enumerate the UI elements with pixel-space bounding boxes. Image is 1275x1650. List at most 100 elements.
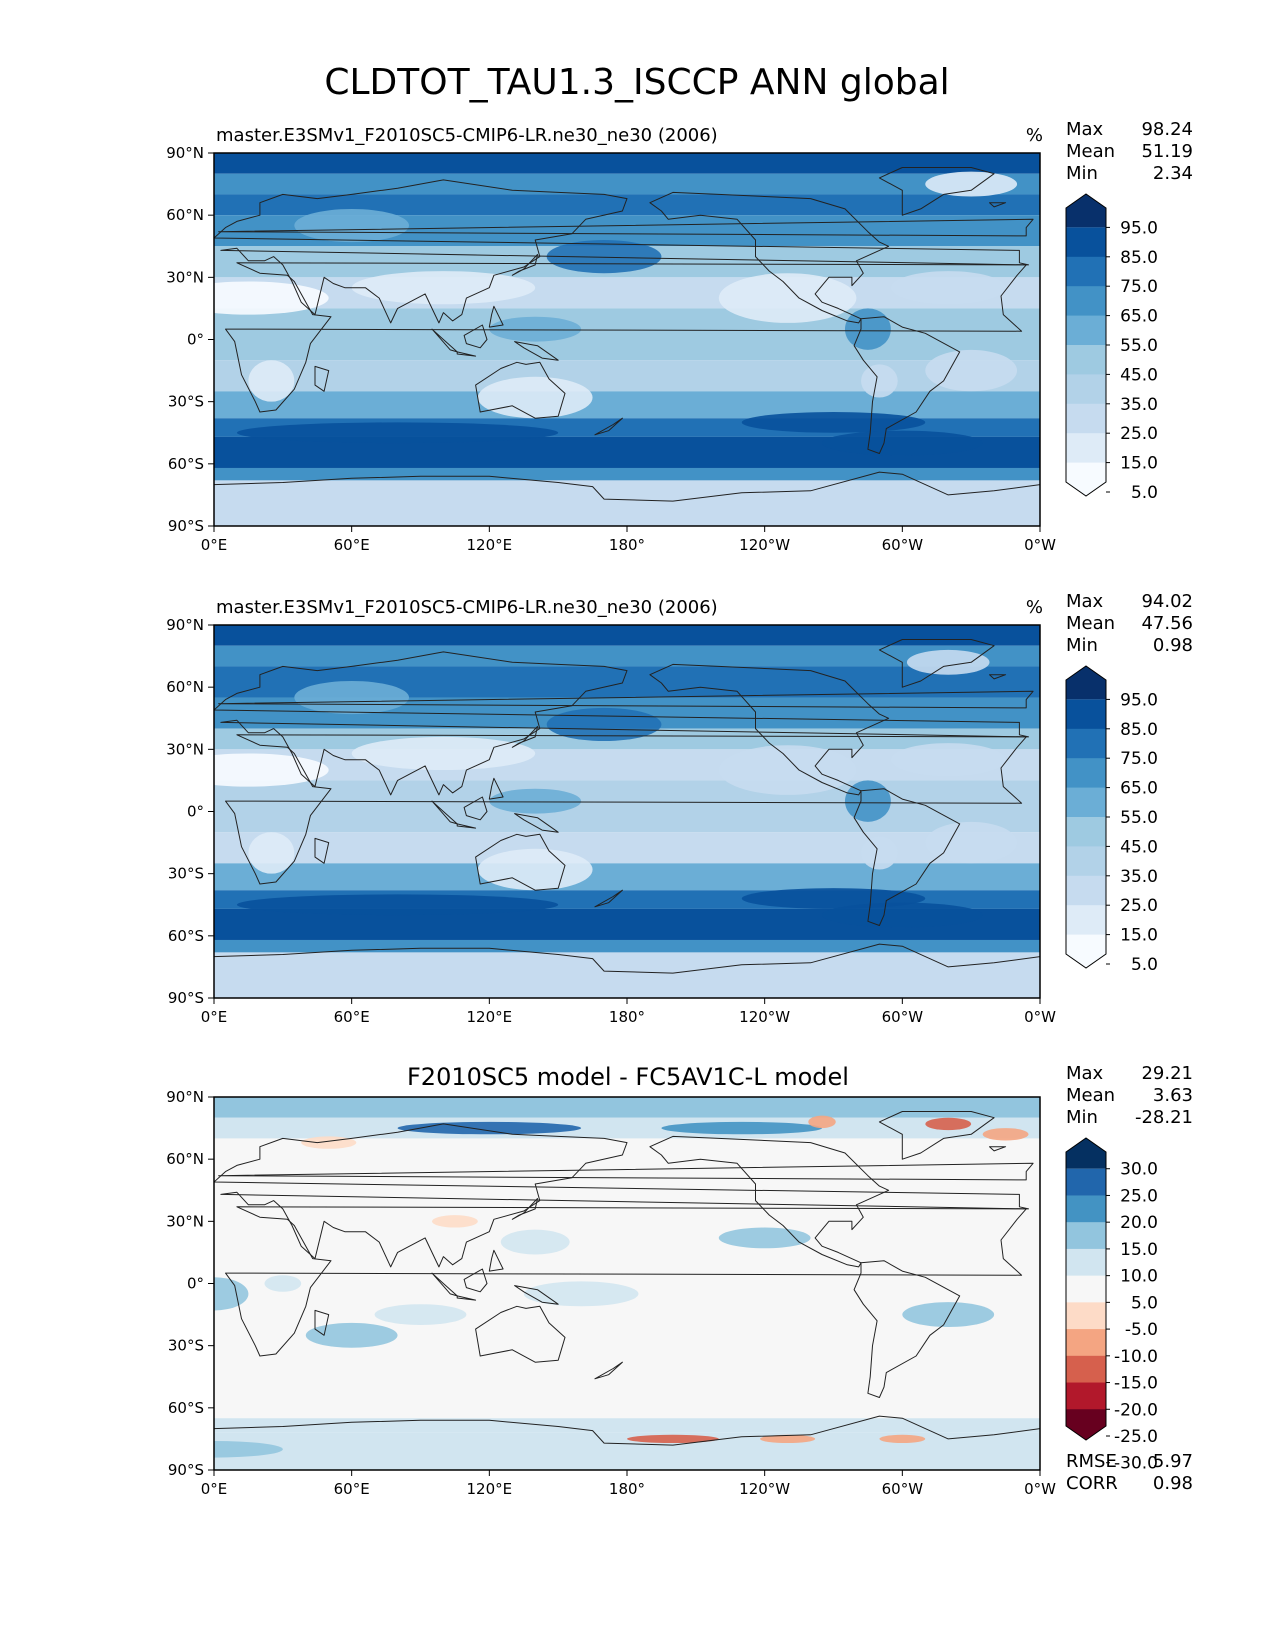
stat-value-max: 94.02 [1141,591,1193,612]
colorbar-segment [1066,227,1106,258]
units-label: % [1026,125,1043,146]
coastline-eurasia [214,1123,1029,1268]
colorbar-segment [1066,1329,1106,1357]
colorbar-segment [1066,817,1106,847]
lon-tick-label: 120°W [739,1480,790,1498]
colorbar-segment [1066,286,1106,317]
stat-label-mean: Mean [1066,141,1115,162]
field-region [718,1227,811,1249]
coastline-island [511,254,538,276]
lat-tick-label: 60°N [166,1150,204,1168]
stat-label-mean: Mean [1066,613,1115,634]
rmse-value: 5.97 [1153,1451,1193,1472]
colorbar-extension-top [1066,1138,1106,1169]
colorbar-segment [1066,1275,1106,1303]
field-region [248,360,295,402]
lat-tick-label: 60°N [166,206,204,224]
colorbar-segment [1066,758,1106,789]
colorbar-label: 45.0 [1120,837,1158,857]
field-region [627,1434,719,1444]
lon-tick-label: 60°W [882,536,924,554]
lat-tick-label: 30°N [166,268,204,286]
coastline-island [463,1268,488,1293]
colorbar-extension-top [1066,666,1106,700]
coastline-eurasia [214,179,1029,324]
colorbar-segment [1066,345,1106,375]
coastline-island [989,202,1007,208]
coastline-island [594,1361,623,1380]
colorbar-segment [1066,1355,1106,1384]
colorbar-label: 55.0 [1120,808,1158,828]
colorbar-label: 85.0 [1120,720,1158,740]
colorbar-label: -30.0 [1114,1454,1158,1474]
field-band [214,467,1040,481]
lon-tick-label: 0°E [201,536,228,554]
colorbar-label: 45.0 [1120,365,1158,385]
field-region [760,1434,816,1444]
colorbar-label: 95.0 [1120,218,1158,238]
map-panel-1: 90°N 60°N 30°N 0° 30°S 60°S 90°S0°E 60°E 120°E 18… [166,119,1193,554]
lat-tick-label: 0° [187,1275,204,1293]
field-region [925,349,1018,392]
colorbar-segment [1066,1222,1106,1250]
coastline-europe-wrap [0,700,203,737]
colorbar-label: 75.0 [1120,277,1158,297]
lon-tick-label: 60°E [334,1008,370,1026]
lon-tick-label: 180° [609,536,645,554]
coastline-europe-wrap [0,1172,203,1209]
lon-tick-label: 0°E [201,1480,228,1498]
colorbar-extension-top [1066,194,1106,228]
coastline-island [594,417,623,436]
corr-value: 0.98 [1153,1473,1193,1494]
lon-tick-label: 60°E [334,1480,370,1498]
colorbar-segment [1066,1168,1106,1196]
colorbar-segment [1066,433,1106,464]
lon-tick-label: 120°E [467,1480,513,1498]
colorbar-label: 15.0 [1120,454,1158,474]
colorbar-extension-bottom [1066,934,1106,968]
colorbar-segment [1066,699,1106,730]
field-region [906,649,990,675]
colorbar-extension-bottom [1066,1409,1106,1440]
map-panel-3: 90°N 60°N 30°N 0° 30°S 60°S 90°S0°E 60°E 120°E 18… [0,1063,1193,1498]
field-region [214,281,329,315]
colorbar-segment [1066,256,1106,287]
field-band [214,1138,1040,1419]
lon-tick-label: 60°W [882,1480,924,1498]
lon-tick-label: 180° [609,1008,645,1026]
coastline-island [431,328,458,353]
field-band [214,391,1040,419]
colorbar-outline [1065,1137,1107,1441]
colorbar-segment [1066,1302,1106,1330]
field-band [214,780,1040,833]
field-region [477,376,593,419]
coastline-island [989,1146,1007,1152]
axis-ticks: 90°N 60°N 30°N 0° 30°S 60°S 90°S0°E 60°E 120°E 18… [166,144,1056,554]
lon-tick-label: 60°E [334,536,370,554]
panel-subtitle: F2010SC5 model - FC5AV1C-L model [407,1063,849,1091]
lon-tick-label: 60°W [882,1008,924,1026]
field-region [822,430,983,456]
coastline-layer [214,167,1040,526]
stat-label-max: Max [1066,591,1104,612]
coastline-island [594,889,623,908]
lon-tick-label: 0°W [1024,1480,1056,1498]
field-band [214,1418,1040,1433]
field-region [264,1275,302,1292]
colorbar-label: 5.0 [1131,1293,1158,1313]
lon-tick-label: 0°W [1024,1008,1056,1026]
coastline-australia [475,1305,566,1363]
lat-tick-label: 60°N [166,678,204,696]
stat-label-max: Max [1066,119,1104,140]
field-region [718,273,857,323]
field-region [489,788,582,814]
coastline-southamerica [853,1260,961,1398]
coastline-northamerica [649,663,890,796]
colorbar-segment [1066,1248,1106,1277]
stat-value-mean: 47.56 [1141,613,1193,634]
colorbar-label: 65.0 [1120,779,1158,799]
coastline-southamerica [853,788,961,926]
lat-tick-label: 60°S [168,927,204,945]
lat-tick-label: 30°S [168,865,204,883]
